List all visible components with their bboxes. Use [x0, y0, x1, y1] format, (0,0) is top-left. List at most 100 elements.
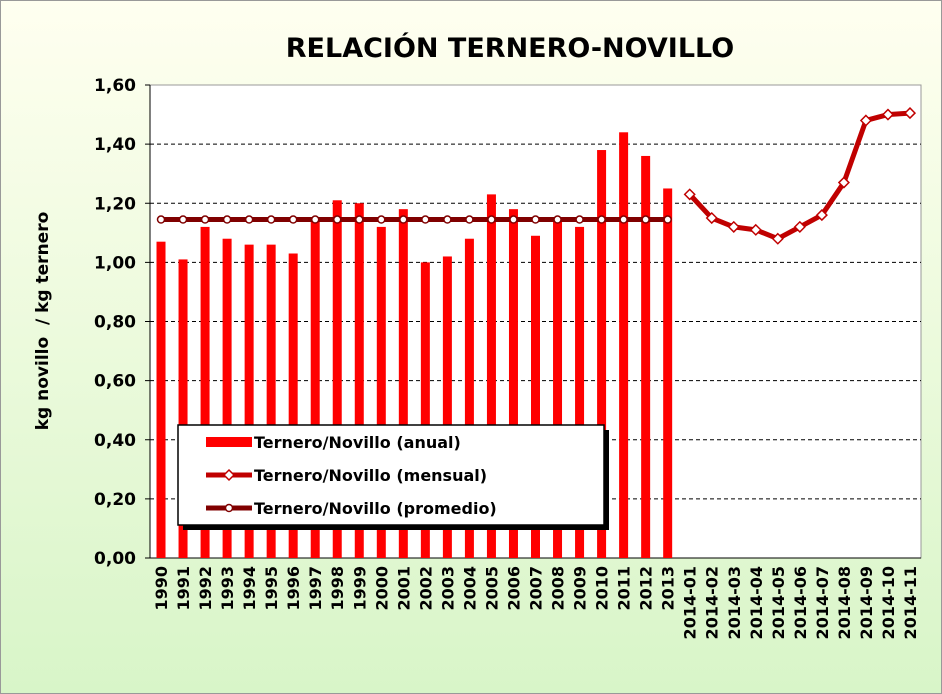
- legend-swatch: [206, 437, 252, 447]
- y-tick-label: 0,40: [94, 431, 136, 451]
- x-tick-label: 2008: [549, 566, 568, 611]
- line-marker: [200, 215, 210, 224]
- line-marker: [377, 215, 386, 224]
- x-tick-label: 2014-01: [681, 566, 700, 639]
- line-marker: [553, 215, 562, 224]
- line-marker: [771, 232, 784, 245]
- x-tick-label: 2002: [416, 566, 435, 611]
- x-tick-label: 2007: [527, 566, 546, 611]
- x-tick-label: 1997: [306, 566, 325, 611]
- x-tick-label: 2014-05: [769, 566, 788, 639]
- x-tick-label: 2014-10: [879, 566, 898, 639]
- bar: [376, 226, 386, 558]
- x-tick-label: 1995: [262, 566, 281, 611]
- bar: [508, 209, 518, 558]
- y-tick-label: 1,00: [94, 253, 136, 273]
- x-tick-label: 2013: [659, 566, 678, 611]
- legend-label: Ternero/Novillo (mensual): [254, 466, 487, 485]
- line-marker: [683, 188, 696, 201]
- bar: [332, 200, 342, 558]
- y-axis-label: kg novillo / kg ternero: [33, 212, 53, 431]
- line-marker: [903, 107, 917, 120]
- x-tick-label: 2012: [637, 566, 656, 611]
- bar: [464, 238, 474, 558]
- line-marker: [178, 215, 188, 224]
- x-tick-label: 1993: [218, 566, 237, 611]
- line-marker: [705, 211, 718, 225]
- x-tick-label: 2000: [372, 566, 391, 611]
- line-marker: [288, 215, 298, 224]
- x-tick-label: 2004: [460, 566, 479, 611]
- x-tick-label: 1999: [350, 566, 369, 611]
- line-marker: [443, 215, 452, 224]
- line-marker: [837, 176, 850, 189]
- line-marker: [793, 220, 806, 233]
- line-marker: [663, 215, 672, 224]
- legend-label: Ternero/Novillo (anual): [254, 433, 461, 452]
- legend: Ternero/Novillo (anual) Ternero/Novillo (…: [177, 424, 609, 530]
- chart-title: RELACIÓN TERNERO-NOVILLO: [286, 32, 734, 64]
- line-marker: [399, 215, 408, 224]
- bar: [442, 256, 452, 558]
- line-marker: [222, 215, 232, 224]
- x-tick-label: 2014-03: [725, 566, 744, 639]
- x-tick-label: 2014-04: [747, 566, 766, 639]
- y-tick-label: 0,60: [94, 372, 136, 392]
- x-tick-label: 2014-11: [901, 566, 920, 639]
- line-marker: [509, 215, 518, 224]
- bar: [420, 262, 430, 558]
- line-marker: [310, 215, 320, 224]
- x-tick-label: 2010: [593, 566, 612, 611]
- x-tick-label: 2011: [615, 566, 634, 611]
- bar: [575, 226, 585, 558]
- line-marker: [597, 215, 606, 224]
- x-tick-label: 2014-09: [857, 566, 876, 639]
- x-tick-label: 1991: [174, 566, 193, 611]
- legend-label: Ternero/Novillo (promedio): [254, 499, 497, 518]
- bar: [200, 226, 210, 558]
- x-tick-label: 1990: [152, 566, 171, 611]
- bar: [244, 244, 254, 558]
- y-tick-label: 1,20: [94, 194, 136, 214]
- x-tick-label: 1992: [196, 566, 215, 611]
- line-marker: [244, 215, 254, 224]
- line-marker: [531, 215, 540, 224]
- y-tick-label: 0,00: [94, 549, 136, 569]
- y-tick-label: 0,20: [94, 490, 136, 510]
- x-tick-label: 1998: [328, 566, 347, 611]
- line-marker: [727, 220, 740, 233]
- x-tick-label: 2001: [394, 566, 413, 611]
- line-marker: [859, 114, 872, 127]
- line-marker: [641, 215, 650, 224]
- bar: [486, 194, 496, 558]
- bar: [288, 253, 298, 558]
- bar: [156, 241, 166, 558]
- bar: [619, 132, 629, 559]
- line-marker: [266, 215, 276, 224]
- bar: [178, 259, 188, 558]
- bar: [553, 220, 563, 559]
- x-tick-label: 1994: [240, 566, 259, 611]
- x-tick-label: 2014-08: [835, 566, 854, 639]
- bar: [354, 203, 364, 558]
- x-tick-label: 2014-07: [813, 566, 832, 639]
- bar: [310, 220, 320, 559]
- y-tick-label: 1,40: [94, 135, 136, 155]
- line-marker: [355, 215, 364, 224]
- bar: [531, 235, 540, 559]
- x-tick-label: 2005: [482, 566, 501, 611]
- y-tick-label: 1,60: [94, 76, 136, 96]
- line-marker: [487, 215, 496, 224]
- line-marker: [575, 215, 584, 224]
- legend-marker: [224, 503, 234, 513]
- line-marker: [156, 215, 166, 224]
- bar: [222, 238, 232, 558]
- line-marker: [619, 215, 628, 224]
- line-marker: [332, 215, 342, 224]
- x-tick-label: 2009: [571, 566, 590, 611]
- x-tick-label: 1996: [284, 566, 303, 611]
- bar: [663, 188, 673, 558]
- bar: [597, 150, 607, 558]
- line-marker: [421, 215, 430, 224]
